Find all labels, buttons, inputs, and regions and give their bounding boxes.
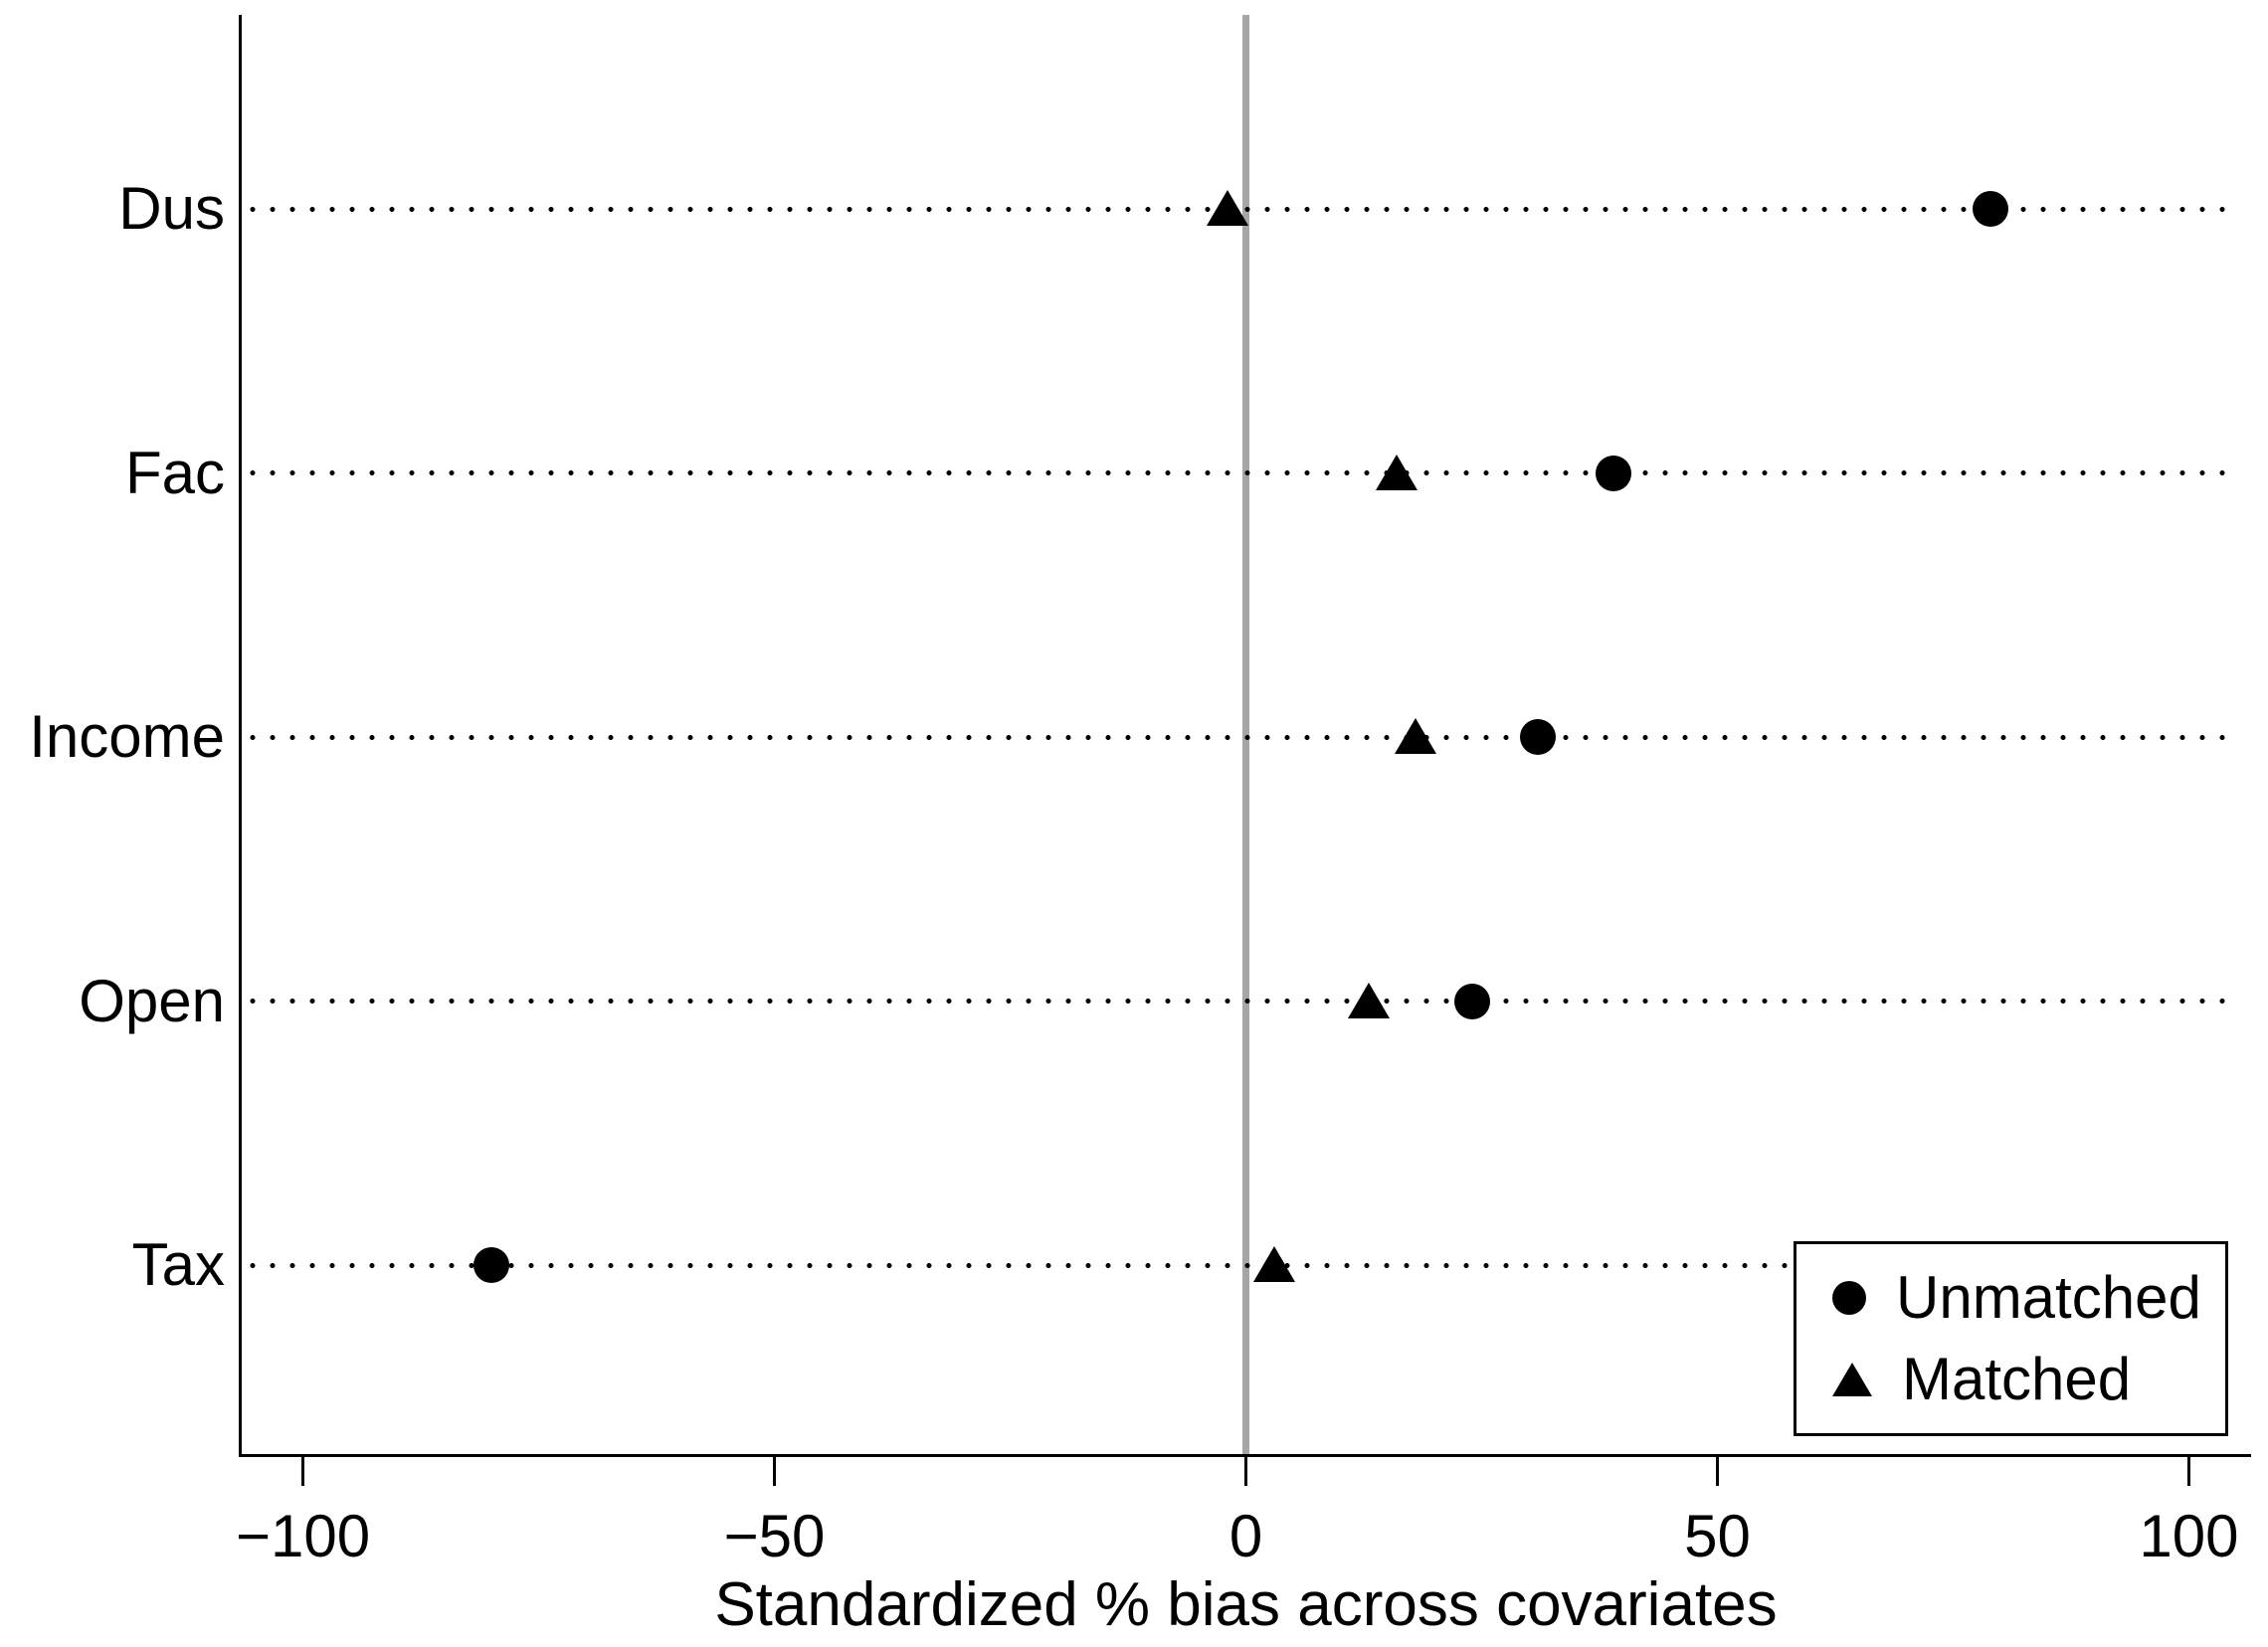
legend-item-matched: Matched — [1832, 1347, 2225, 1412]
matched-marker-income — [1395, 718, 1437, 754]
x-axis-title: Standardized % bias across covariates — [714, 1570, 1778, 1639]
x-tick-label-100: 100 — [2139, 1503, 2239, 1569]
x-tick-label--50: −50 — [723, 1503, 826, 1569]
y-label-income: Income — [29, 703, 225, 770]
x-tick-label-50: 50 — [1684, 1503, 1751, 1569]
legend: Unmatched Matched — [1794, 1241, 2228, 1436]
y-label-open: Open — [79, 967, 225, 1034]
x-tick-label-0: 0 — [1228, 1503, 1263, 1569]
legend-label-matched: Matched — [1902, 1346, 2132, 1412]
matched-marker-tax — [1252, 1246, 1295, 1282]
matched-marker-open — [1347, 982, 1390, 1018]
unmatched-marker-fac — [1596, 455, 1632, 491]
x-tick-100 — [2186, 1456, 2190, 1486]
unmatched-marker-dus — [1973, 191, 2009, 227]
triangle-marker-icon — [1832, 1363, 1872, 1396]
unmatched-marker-tax — [473, 1247, 510, 1283]
leader-line-tax — [243, 1261, 2233, 1269]
y-label-tax: Tax — [131, 1231, 225, 1298]
unmatched-marker-income — [1520, 719, 1557, 755]
x-tick-0 — [1244, 1456, 1247, 1486]
x-tick--50 — [773, 1456, 777, 1486]
y-label-fac: Fac — [124, 439, 225, 506]
legend-label-unmatched: Unmatched — [1896, 1264, 2201, 1331]
x-axis-line — [239, 1454, 2251, 1457]
matched-marker-fac — [1376, 454, 1418, 490]
leader-line-open — [243, 998, 2233, 1005]
y-label-dus: Dus — [118, 175, 225, 242]
leader-line-fac — [243, 469, 2233, 476]
x-tick-50 — [1715, 1456, 1719, 1486]
leader-line-income — [243, 733, 2233, 741]
x-tick-label--100: −100 — [235, 1503, 371, 1569]
y-axis-line — [239, 15, 242, 1456]
unmatched-marker-open — [1454, 983, 1490, 1019]
x-tick--100 — [301, 1456, 305, 1486]
matched-marker-dus — [1206, 190, 1248, 226]
legend-item-unmatched: Unmatched — [1832, 1265, 2225, 1331]
circle-marker-icon — [1832, 1281, 1866, 1315]
